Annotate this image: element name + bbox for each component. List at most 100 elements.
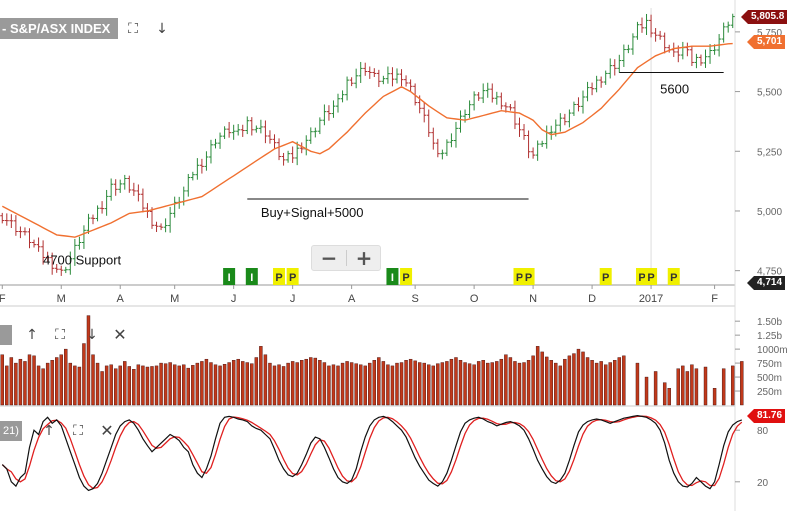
volume-bar <box>168 362 172 406</box>
volume-bar <box>540 351 544 406</box>
volume-bar <box>154 365 159 406</box>
volume-bar <box>522 362 526 406</box>
volume-bar <box>18 358 23 406</box>
volume-bar <box>145 366 150 406</box>
volume-bar <box>694 368 699 406</box>
volume-bar <box>213 364 218 406</box>
volume-bar <box>681 365 685 406</box>
expand-icon[interactable]: ⛶ <box>73 423 83 439</box>
volume-bar <box>163 363 168 406</box>
stochastic-d-line <box>1 415 743 490</box>
arrow-down-icon[interactable]: ↓ <box>86 327 98 343</box>
volume-bar <box>73 365 77 406</box>
volume-bar <box>236 358 240 406</box>
volume-bar <box>200 361 204 406</box>
volume-bar <box>227 362 231 406</box>
volume-bar <box>662 382 667 406</box>
arrow-down-icon[interactable]: ↓ <box>156 21 168 37</box>
volume-bar <box>572 353 576 406</box>
volume-bar <box>123 361 127 406</box>
volume-bar <box>676 368 680 406</box>
zoom-out-button[interactable]: − <box>320 246 338 270</box>
x-tick-label: O <box>470 293 479 305</box>
volume-bar <box>209 362 213 406</box>
signal-label: I <box>250 272 253 284</box>
volume-bar <box>449 358 454 406</box>
volume-panel-label[interactable] <box>0 325 12 345</box>
volume-bar <box>445 361 449 406</box>
signal-label: P <box>516 272 523 284</box>
zoom-controls: − + <box>311 245 381 271</box>
volume-bar <box>458 360 463 406</box>
volume-bar <box>100 371 104 406</box>
volume-bar <box>417 362 422 406</box>
volume-bar <box>345 361 349 406</box>
volume-bar <box>358 364 363 406</box>
volume-bar <box>182 364 186 406</box>
volume-bar <box>476 361 481 406</box>
volume-bar <box>191 365 195 406</box>
stochastic-value-tag: 81.76 <box>747 409 786 423</box>
volume-bar <box>685 371 690 406</box>
volume-bar <box>427 364 431 406</box>
signal-label: P <box>670 272 677 284</box>
volume-bar <box>368 362 372 406</box>
arrow-up-icon[interactable]: ↑ <box>26 327 38 343</box>
x-tick-label: M <box>57 293 66 305</box>
close-icon[interactable]: ✕ <box>100 421 114 440</box>
volume-bar <box>463 362 467 406</box>
volume-bar <box>653 371 658 406</box>
volume-bar <box>318 360 322 406</box>
volume-bar <box>150 366 154 406</box>
volume-bar <box>300 360 304 406</box>
volume-bar <box>172 364 177 406</box>
stochastic-panel-label[interactable]: 21) <box>0 421 22 441</box>
close-icon[interactable]: ✕ <box>113 325 127 344</box>
volume-bar <box>721 368 726 406</box>
volume-bar <box>222 364 227 406</box>
zoom-divider <box>346 250 347 266</box>
volume-bar <box>440 362 445 406</box>
volume-bar <box>259 346 263 406</box>
volume-bar <box>32 355 36 406</box>
volume-bar <box>272 365 277 406</box>
annotation-4700-support: 4700 Support <box>43 253 121 268</box>
annotation-5600: 5600 <box>660 81 689 96</box>
signal-marker <box>386 268 399 285</box>
volume-bar <box>349 362 354 406</box>
volume-bar <box>331 364 336 406</box>
expand-icon[interactable]: ⛶ <box>128 21 138 37</box>
volume-bar <box>481 360 485 406</box>
volume-bar <box>554 362 558 406</box>
volume-bar <box>95 362 100 406</box>
volume-bar <box>82 343 86 406</box>
volume-bar <box>594 362 599 406</box>
range-low-tag: 4,714 <box>747 276 786 290</box>
volume-bar <box>608 362 612 406</box>
signal-marker <box>599 268 612 285</box>
volume-bar <box>127 366 132 406</box>
chart-title[interactable]: - S&P/ASX INDEX <box>0 18 119 39</box>
volume-bar <box>27 354 32 406</box>
volume-bar <box>322 362 327 406</box>
volume-bar <box>177 365 181 406</box>
x-tick-label: D <box>588 293 596 305</box>
expand-icon[interactable]: ⛶ <box>55 327 65 343</box>
volume-bar <box>526 360 531 406</box>
volume-bar <box>136 364 141 406</box>
volume-bar <box>703 366 708 406</box>
volume-bar <box>599 361 603 406</box>
price-y-tick-label: 5,750 <box>757 28 782 39</box>
signal-marker <box>286 268 299 285</box>
moving-average-line <box>1 42 733 238</box>
arrow-up-icon[interactable]: ↑ <box>43 423 55 439</box>
signal-marker <box>223 268 236 285</box>
zoom-in-button[interactable]: + <box>355 246 373 270</box>
volume-y-tick-label: 1000m <box>757 345 788 356</box>
signal-label: I <box>391 272 394 284</box>
volume-bar <box>118 365 122 406</box>
volume-bar <box>581 351 585 406</box>
volume-bar <box>422 362 426 406</box>
volume-bar <box>91 354 95 406</box>
volume-bars <box>0 315 744 406</box>
